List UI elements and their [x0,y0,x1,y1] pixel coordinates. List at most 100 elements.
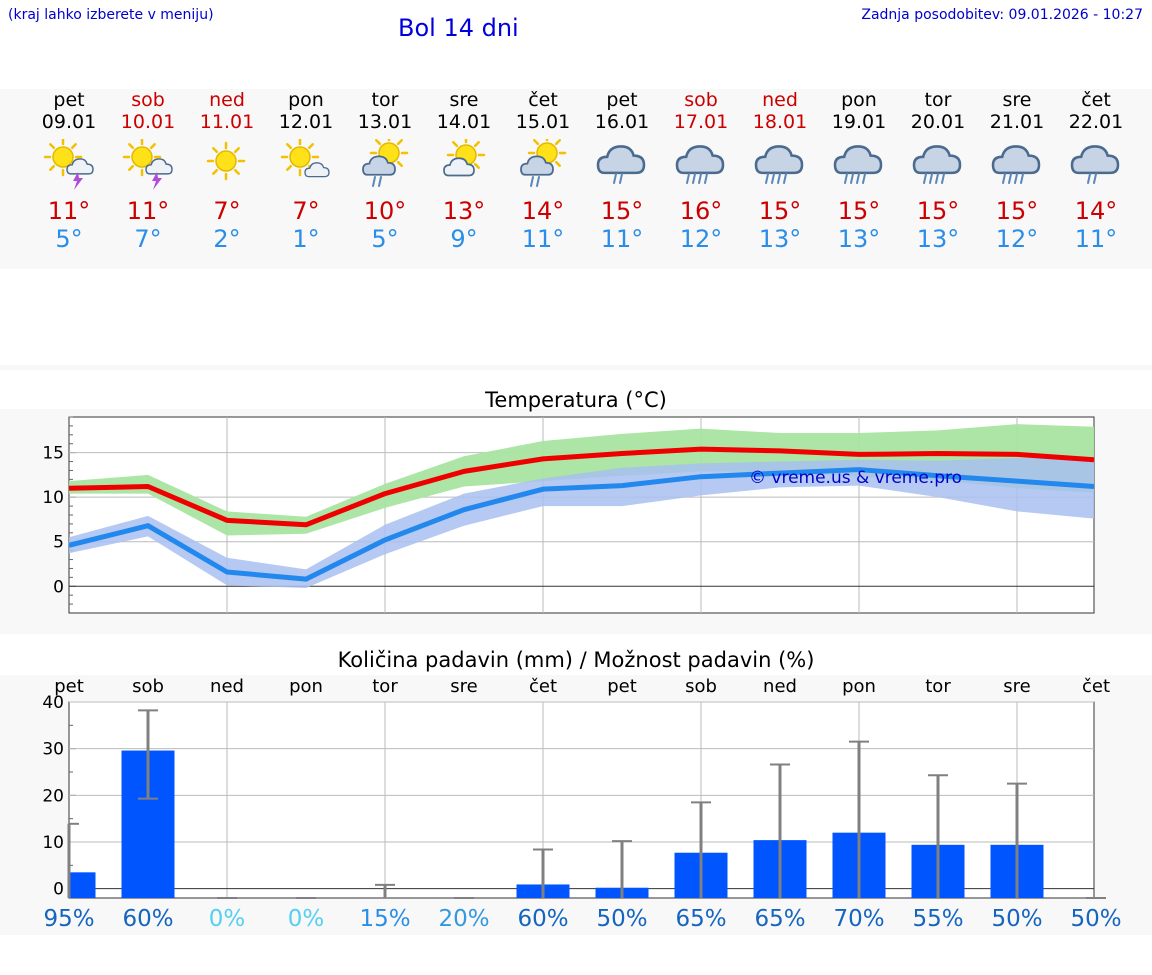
precipitation-probability: 0% [288,906,325,932]
separator [0,365,1152,370]
day-column: pon 12.01 7° 1° [267,89,346,253]
day-date: 15.01 [515,111,571,133]
y-tick-label: 0 [53,880,64,900]
precipitation-probability: 0% [209,906,246,932]
precipitation-probability: 55% [912,906,963,932]
sun-cloud-rain-icon [520,139,567,187]
day-name: tor [371,89,399,111]
min-temperature: 11° [1074,225,1118,253]
cloud-heavy-rain-icon [833,145,883,184]
day-name: ned [209,89,245,111]
cloud-heavy-rain-icon [912,145,962,184]
day-column: pet 09.01 11° 5° [30,89,109,253]
day-name: ned [762,89,798,111]
max-temperature: 15° [995,197,1039,225]
min-temperature: 5° [55,225,83,253]
day-name: čet [1081,89,1111,111]
day-name: tor [924,89,952,111]
max-temperature: 14° [1074,197,1118,225]
forecast-days-panel [0,89,1152,269]
min-temperature: 2° [213,225,241,253]
min-temperature: 13° [916,225,960,253]
day-column: sre 14.01 13° 9° [425,89,504,253]
min-temperature: 1° [292,225,320,253]
precipitation-probability: 65% [754,906,805,932]
precipitation-probability: 70% [833,906,884,932]
day-name: pon [841,89,877,111]
precipitation-probability: 15% [359,906,410,932]
min-temperature: 7° [134,225,162,253]
precipitation-probability: 60% [517,906,568,932]
max-temperature: 13° [442,197,486,225]
min-temperature: 12° [679,225,723,253]
cloud-heavy-rain-icon [754,145,804,184]
precipitation-probability: 50% [991,906,1042,932]
day-column: sre 21.01 15° 12° [978,89,1057,253]
sun-icon [206,141,246,181]
x-category-label: tor [372,676,398,697]
watermark: © vreme.us & vreme.pro [749,468,962,488]
max-temperature: 15° [916,197,960,225]
max-temperature: 14° [521,197,565,225]
precipitation-probability: 95% [43,906,94,932]
day-name: sob [684,89,718,111]
y-tick-label: 10 [42,833,64,853]
day-date: 19.01 [831,111,887,133]
day-date: 11.01 [199,111,255,133]
precipitation-probability: 20% [438,906,489,932]
y-tick-label: 15 [42,444,64,464]
day-date: 17.01 [673,111,729,133]
min-temperature-band [69,457,1094,589]
day-date: 22.01 [1068,111,1124,133]
day-name: sre [449,89,479,111]
max-temperature: 15° [837,197,881,225]
day-date: 16.01 [594,111,650,133]
day-name: pet [53,89,85,111]
y-tick-label: 0 [53,577,64,597]
day-column: ned 18.01 15° 13° [741,89,820,253]
x-category-label: pon [289,676,323,697]
day-column: tor 20.01 15° 13° [899,89,978,253]
cloud-heavy-rain-icon [991,145,1041,184]
max-temperature: 11° [126,197,170,225]
day-name: čet [528,89,558,111]
day-column: ned 11.01 7° 2° [188,89,267,253]
day-column: čet 22.01 14° 11° [1057,89,1136,253]
x-category-label: pet [607,676,637,697]
day-name: pon [288,89,324,111]
min-temperature: 12° [995,225,1039,253]
x-category-label: tor [925,676,951,697]
x-category-label: ned [210,676,244,697]
day-name: sre [1002,89,1032,111]
sun-cloud-thunder-icon [122,139,173,190]
day-column: sob 17.01 16° 12° [662,89,741,253]
temperature-chart: 0 5 10 15 © vreme.us & vreme.pro [42,416,1095,614]
x-category-label: sob [132,676,164,697]
last-updated: Zadnja posodobitev: 09.01.2026 - 10:27 [861,7,1143,23]
day-column: pon 19.01 15° 13° [820,89,899,253]
min-temperature: 13° [837,225,881,253]
day-date: 18.01 [752,111,808,133]
day-date: 14.01 [436,111,492,133]
min-temperature-line [68,467,1095,582]
day-name: sob [131,89,165,111]
day-date: 09.01 [41,111,97,133]
precipitation-probability: 60% [122,906,173,932]
sun-cloud-thunder-icon [43,139,94,190]
sun-small-cloud-icon [280,139,330,178]
max-temperature: 11° [47,197,91,225]
x-category-label: čet [529,676,557,697]
y-tick-label: 20 [42,786,64,806]
x-category-label: ned [763,676,797,697]
x-category-label: sre [1003,676,1030,697]
min-temperature: 5° [371,225,399,253]
x-category-label: čet [1082,676,1110,697]
max-temperature: 15° [600,197,644,225]
cloud-heavy-rain-icon [675,145,725,184]
max-temperature: 16° [679,197,723,225]
day-column: pet 16.01 15° 11° [583,89,662,253]
y-tick-label: 40 [42,693,64,713]
precipitation-bar [69,872,96,898]
y-tick-label: 5 [53,533,64,553]
